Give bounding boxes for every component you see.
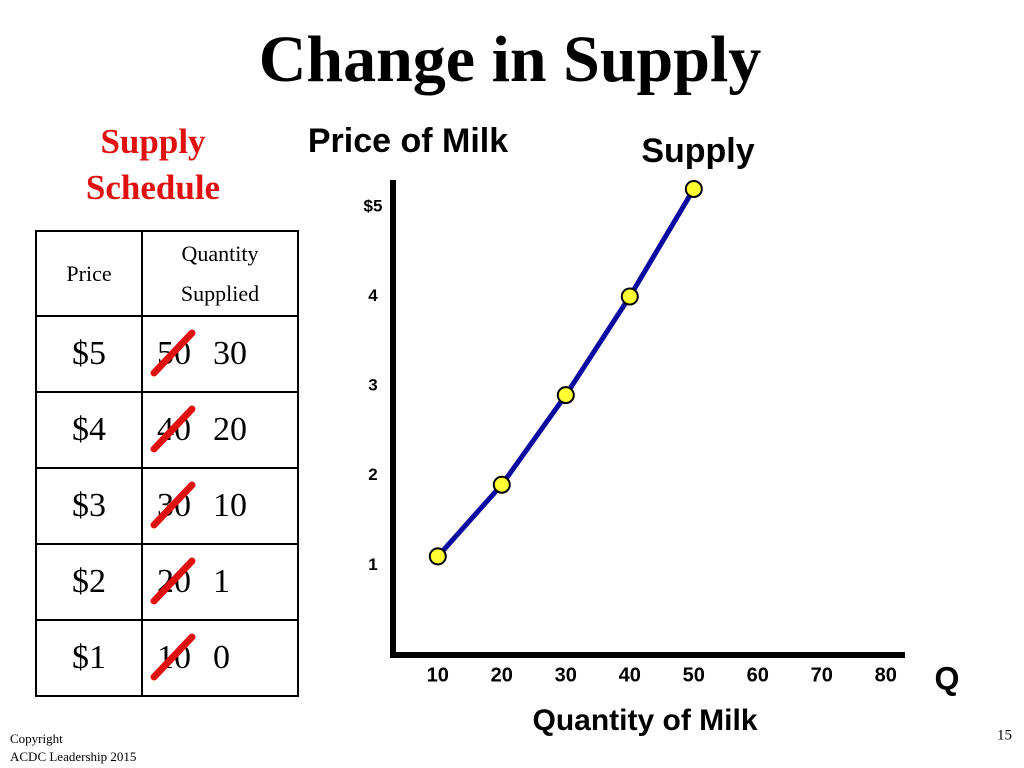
old-quantity: 30 [157, 487, 191, 524]
axis-end-label: Q [935, 660, 960, 696]
new-quantity: 1 [213, 563, 230, 600]
y-tick-label: $5 [364, 196, 383, 215]
price-cell: $1 [35, 619, 143, 697]
table-row: $4 40 20 [35, 391, 299, 469]
table-row: $5 50 30 [35, 315, 299, 393]
quantity-cell: 30 10 [141, 467, 299, 545]
supply-line [435, 187, 696, 559]
schedule-table: Price Quantity Supplied $5 50 30 $4 40 20 $3 30 10… [35, 230, 299, 697]
x-tick-label: 20 [491, 664, 513, 686]
copyright: Copyright [10, 731, 63, 746]
y-tick-label: 1 [368, 555, 377, 574]
schedule-title-line: Supply [100, 122, 206, 161]
copyright: ACDC Leadership 2015 [10, 749, 136, 764]
data-point [492, 475, 511, 494]
price-cell: $2 [35, 543, 143, 621]
y-tick-label: 2 [368, 465, 377, 484]
table-row: $2 20 1 [35, 543, 299, 621]
data-point [684, 179, 703, 198]
quantity-cell: 50 30 [141, 315, 299, 393]
price-cell: $3 [35, 467, 143, 545]
legend-label: Supply [641, 132, 754, 170]
quantity-cell: 40 20 [141, 391, 299, 469]
x-tick-label: 70 [811, 664, 833, 686]
x-tick-label: 50 [683, 664, 705, 686]
slide-title: Change in Supply [259, 23, 762, 96]
new-quantity: 10 [213, 487, 247, 524]
x-tick-label: 80 [875, 664, 897, 686]
schedule-title: Supply Schedule [86, 122, 220, 207]
x-tick-label: 30 [555, 664, 577, 686]
old-quantity: 10 [157, 639, 191, 676]
old-quantity: 40 [157, 411, 191, 448]
old-quantity: 20 [157, 563, 191, 600]
quantity-cell: 20 1 [141, 543, 299, 621]
table-row: $3 30 10 [35, 467, 299, 545]
header-row: Price Quantity Supplied [35, 230, 299, 317]
x-axis-label: Quantity of Milk [533, 704, 758, 737]
price-cell: $5 [35, 315, 143, 393]
new-quantity: 20 [213, 411, 247, 448]
x-tick-label: 40 [619, 664, 641, 686]
data-point [620, 287, 639, 306]
y-tick-label: 3 [368, 376, 377, 395]
new-quantity: 0 [213, 639, 230, 676]
new-quantity: 30 [213, 335, 247, 372]
data-point [428, 547, 447, 566]
price-cell: $4 [35, 391, 143, 469]
header-cell: Quantity Supplied [141, 230, 299, 317]
old-quantity: 50 [157, 335, 191, 372]
header-cell: Price [35, 230, 143, 317]
data-point [556, 386, 575, 405]
quantity-cell: 10 0 [141, 619, 299, 697]
x-tick-label: 10 [427, 664, 449, 686]
y-tick-label: 4 [368, 286, 378, 305]
x-tick-label: 60 [747, 664, 769, 686]
y-axis-label: Price of Milk [308, 122, 508, 160]
page-number: 15 [997, 727, 1012, 743]
table-row: $1 10 0 [35, 619, 299, 697]
schedule-title-line: Schedule [86, 168, 220, 207]
